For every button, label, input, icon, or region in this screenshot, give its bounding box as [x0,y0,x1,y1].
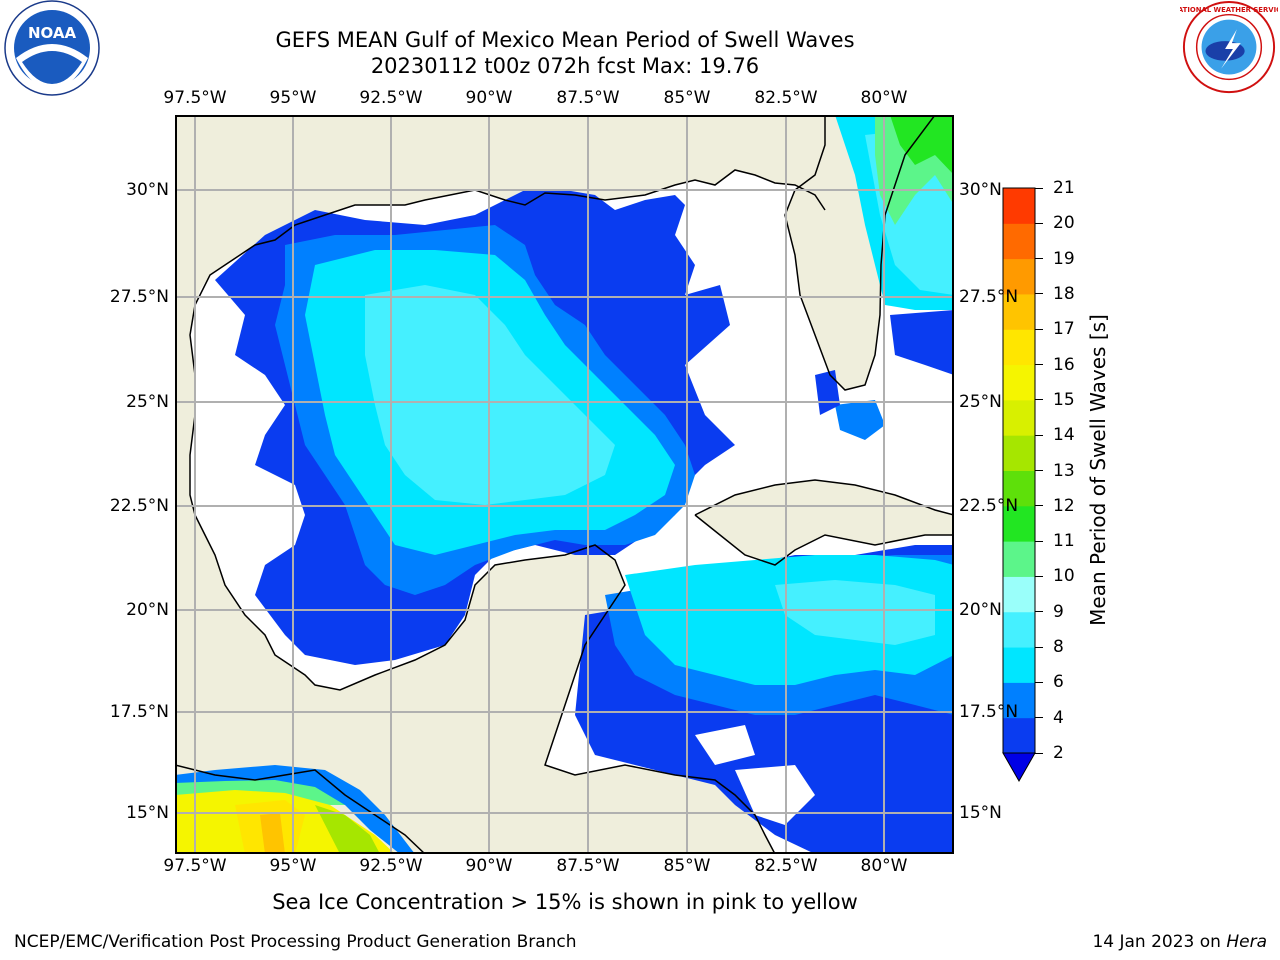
lon-label-bottom: 92.5°W [359,856,423,876]
colorbar-tick-label: 19 [1053,248,1075,269]
graticule [175,115,954,854]
lon-label-bottom: 95°W [269,856,317,876]
colorbar-tick [1035,328,1043,330]
colorbar-tick-label: 16 [1053,354,1075,375]
colorbar-tick [1035,470,1043,471]
lat-label-left: 20°N [126,600,169,620]
colorbar-tick [1035,575,1043,577]
colorbar-tick-label: 4 [1053,707,1064,728]
colorbar-tick-label: 15 [1053,389,1075,410]
colorbar-tick [1035,681,1043,683]
colorbar-segment [1003,188,1035,224]
lon-label-top: 87.5°W [556,88,620,108]
lon-label-bottom: 87.5°W [556,856,620,876]
colorbar-label: Mean Period of Swell Waves [s] [1086,314,1110,626]
colorbar-tick [1035,187,1043,189]
colorbar-tick [1035,505,1043,507]
colorbar-tick [1035,293,1043,295]
colorbar-segment [1003,576,1035,613]
colorbar-tick [1035,752,1043,754]
credit-text: NCEP/EMC/Verification Post Processing Pr… [14,932,577,952]
lon-label-top: 85°W [663,88,711,108]
colorbar [1002,187,1036,783]
map-subtitle: 20230112 t00z 072h fcst Max: 19.76 [370,54,760,78]
lat-label-left: 27.5°N [109,287,169,307]
lon-label-bottom: 85°W [663,856,711,876]
colorbar-tick-label: 11 [1053,531,1075,552]
colorbar-tick-label: 12 [1053,495,1075,516]
colorbar-segment [1003,258,1035,295]
lat-label-right: 22.5°N [959,496,1019,516]
colorbar-tick [1035,258,1043,260]
svg-text:NATIONAL WEATHER SERVICE: NATIONAL WEATHER SERVICE [1180,6,1278,14]
lat-label-right: 15°N [959,803,1002,823]
lon-label-bottom: 80°W [860,856,908,876]
date-text: 14 Jan 2023 on Hera [1092,932,1267,952]
colorbar-segment [1003,435,1035,471]
lon-label-bottom: 97.5°W [163,856,227,876]
colorbar-tick [1035,399,1043,401]
colorbar-segment [1003,470,1035,507]
colorbar-tick [1035,611,1043,613]
colorbar-tick-label: 9 [1053,601,1064,622]
date-string: 14 Jan 2023 on [1092,932,1227,952]
colorbar-tick-label: 10 [1053,566,1075,587]
lat-label-left: 30°N [126,180,169,200]
colorbar-tick [1035,717,1043,719]
colorbar-segment [1003,717,1035,754]
colorbar-tick-label: 13 [1053,460,1075,481]
colorbar-segment [1003,364,1035,401]
colorbar-tick-label: 8 [1053,637,1064,658]
lon-label-top: 90°W [465,88,513,108]
colorbar-tick [1035,434,1043,436]
colorbar-tick-label: 14 [1053,425,1075,446]
lat-label-left: 17.5°N [109,702,169,722]
colorbar-segment [1003,611,1035,648]
lat-label-left: 25°N [126,392,169,412]
noaa-logo-text: NOAA [28,24,77,42]
colorbar-under-arrow [1002,752,1036,783]
lat-label-right: 25°N [959,392,1002,412]
colorbar-tick-label: 21 [1053,178,1075,198]
lon-label-bottom: 82.5°W [754,856,818,876]
colorbar-segment [1003,293,1035,330]
lat-label-left: 15°N [126,803,169,823]
colorbar-segment [1003,541,1035,577]
colorbar-segment [1003,647,1035,683]
lat-label-right: 27.5°N [959,287,1019,307]
lon-label-top: 97.5°W [163,88,227,108]
colorbar-segment [1003,399,1035,436]
lon-label-top: 80°W [860,88,908,108]
swell-contours [175,115,954,854]
colorbar-tick-label: 18 [1053,283,1075,304]
lat-label-right: 17.5°N [959,702,1019,722]
noaa-logo: NOAA [4,0,100,96]
colorbar-tick-label: 2 [1053,743,1064,763]
host-name: Hera [1226,932,1267,952]
lon-label-top: 95°W [269,88,317,108]
colorbar-tick [1035,646,1043,648]
lon-label-bottom: 90°W [465,856,513,876]
lat-label-left: 22.5°N [109,496,169,516]
lat-label-right: 30°N [959,180,1002,200]
coastlines [175,115,954,854]
sea-ice-note: Sea Ice Concentration > 15% is shown in … [272,890,858,914]
colorbar-tick [1035,540,1043,542]
colorbar-tick-label: 6 [1053,672,1064,693]
map-title: GEFS MEAN Gulf of Mexico Mean Period of … [275,28,855,52]
colorbar-tick [1035,222,1043,224]
colorbar-tick [1035,364,1043,366]
map-frame [175,115,954,854]
nws-logo: NATIONAL WEATHER SERVICE [1180,0,1278,94]
lat-label-right: 20°N [959,600,1002,620]
colorbar-segment [1003,682,1035,719]
swell-period-map [175,115,954,854]
colorbar-tick-label: 20 [1053,213,1075,234]
colorbar-segment [1003,505,1035,542]
colorbar-tick-label: 17 [1053,319,1075,340]
colorbar-segment [1003,329,1035,366]
lon-label-top: 82.5°W [754,88,818,108]
lon-label-top: 92.5°W [359,88,423,108]
colorbar-segment [1003,223,1035,260]
